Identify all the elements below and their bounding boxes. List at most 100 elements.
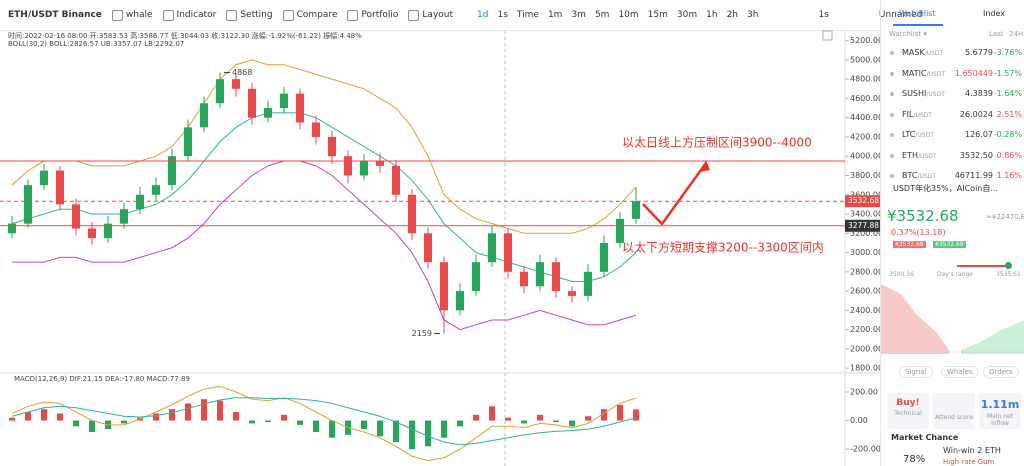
tool[interactable]: Portfolio <box>347 9 398 21</box>
plot-bg <box>0 31 845 466</box>
candle-body <box>72 204 80 229</box>
candle-body <box>328 136 336 157</box>
dea-line <box>11 397 637 446</box>
last-price: 1.650449 <box>954 68 993 78</box>
candle-body <box>136 194 144 210</box>
candle-body <box>88 228 96 239</box>
boll-mid <box>11 112 637 282</box>
tool[interactable]: Setting <box>226 9 273 21</box>
sidebar: Watchlist Index Watchlist ▾ Last 24H MASK/USD… <box>880 0 1024 466</box>
intervals: 1d 1s Time 1m 3m 5m 10m 15m 30m 1h 2h 3h <box>477 10 758 20</box>
symbol-base: SUSHI <box>902 89 927 98</box>
toolbar: ETH/USDT Binance whale Indicator Setting Com… <box>0 0 922 31</box>
pair[interactable]: ETH/USDT Binance <box>8 10 102 20</box>
tool-label: Indicator <box>176 10 217 20</box>
candle-body <box>168 156 176 186</box>
interval[interactable]: 30m <box>676 10 698 20</box>
watch-row[interactable]: BTC/USDT 46711.99 1.16% <box>881 170 1024 184</box>
price-tag-label: 3277.88 <box>848 221 879 230</box>
candle-body <box>8 223 16 234</box>
candle-body <box>104 223 112 239</box>
card[interactable]: 1.11m Main net inflow <box>979 393 1021 429</box>
interval[interactable]: 1d <box>477 10 489 20</box>
interval[interactable]: 3h <box>747 10 759 20</box>
market-item[interactable]: Win-win 2 ETH <box>943 446 1001 455</box>
change: 1.16% <box>996 171 1022 180</box>
macd-bar <box>233 412 239 421</box>
card[interactable]: Attend score <box>933 393 975 429</box>
watch-row[interactable]: MATIC/USDT 1.650449 -1.57% <box>881 68 1024 82</box>
interval[interactable]: 1s <box>497 10 508 20</box>
tool-icon <box>226 9 238 21</box>
interval[interactable]: Time <box>516 10 539 20</box>
subtab[interactable]: Signal <box>899 366 933 378</box>
candle-body <box>264 108 272 118</box>
candle-body <box>424 233 432 263</box>
y-tick-label: 3600.00 <box>850 190 880 199</box>
symbol-quote: /USDT <box>926 70 946 78</box>
candle-body <box>456 291 464 311</box>
watch-row[interactable]: MASK/USDT 5.6779 -3.76% <box>881 47 1024 61</box>
symbol: MASK/USDT <box>902 48 943 57</box>
macd-bar <box>553 420 559 422</box>
price-tag <box>845 195 880 208</box>
low-label: 2159 <box>412 329 432 338</box>
interval[interactable]: 1m <box>547 10 563 20</box>
tool[interactable]: whale <box>111 9 153 21</box>
macd-bar <box>489 406 495 421</box>
candle-body <box>152 185 160 195</box>
price: ¥3532.68 <box>887 207 959 225</box>
y-tick-label: 4800.00 <box>850 75 880 84</box>
macd-bar <box>377 420 383 437</box>
boll-lower <box>12 160 637 331</box>
row-dot <box>890 153 894 158</box>
subtab[interactable]: Whales <box>941 366 979 378</box>
card[interactable]: Buy! Technical <box>887 393 929 429</box>
symbol: SUSHI/USDT <box>902 89 945 98</box>
symbol-quote: /USDT <box>926 91 945 98</box>
tool[interactable]: Compare <box>282 9 337 21</box>
candle-body <box>408 194 416 234</box>
y-tick-label: 2400.00 <box>850 306 880 315</box>
candle-body <box>40 170 48 186</box>
macd-bar <box>121 420 127 424</box>
interval[interactable]: 1h <box>706 10 718 20</box>
interval[interactable]: 15m <box>647 10 668 20</box>
macd-bar <box>633 409 639 421</box>
tab[interactable]: Index <box>983 9 1006 18</box>
macd-bar <box>361 420 367 430</box>
banner[interactable]: USDT年化35%，AICoin自... <box>893 184 998 193</box>
macd-bar <box>521 420 527 424</box>
dif-line <box>11 385 637 462</box>
watch-row[interactable]: LTC/USDT 126.07 -0.28% <box>881 129 1024 143</box>
y-tick-label: 0.00 <box>850 416 868 425</box>
layout-name[interactable]: Unnamed <box>878 10 923 20</box>
subtab[interactable]: Orders <box>983 366 1019 378</box>
interval[interactable]: 3m <box>571 10 586 20</box>
price-cny: ≈¥22470.80 <box>986 213 1024 221</box>
symbol: MATIC/USDT <box>902 69 945 78</box>
candle-body <box>232 79 240 89</box>
tool[interactable]: Indicator <box>162 9 217 21</box>
interval[interactable]: 10m <box>618 10 639 20</box>
watch-row[interactable]: SUSHI/USDT 4.3839 -1.64% <box>881 88 1024 102</box>
row-dot <box>890 71 894 76</box>
change: -0.28% <box>993 130 1022 139</box>
y-tick-label: 2600.00 <box>850 287 880 296</box>
speed[interactable]: 1s <box>818 10 829 20</box>
tool[interactable]: Layout <box>408 9 453 21</box>
interval[interactable]: 2h <box>726 10 739 20</box>
chart: 时间:2022-02-16 08:00 开:3583.53 高:3586.77 … <box>0 30 880 466</box>
market-title: Market Chance <box>891 433 959 442</box>
watch-row[interactable]: ETH/USDT 3532.50 0.86% <box>881 150 1024 164</box>
tab[interactable]: Watchlist <box>899 9 936 18</box>
price-tag-label: 3532.68 <box>848 196 879 205</box>
symbol-base: BTC <box>902 171 918 180</box>
expand-icon[interactable] <box>822 30 833 41</box>
mini-area <box>881 284 949 354</box>
interval[interactable]: 5m <box>594 10 610 20</box>
y-tick-label: 3200.00 <box>850 229 880 238</box>
macd-bar <box>169 409 175 421</box>
last-price: 4.3839 <box>965 89 993 98</box>
watch-row[interactable]: FIL/USDT 26.0024 2.51% <box>881 109 1024 123</box>
